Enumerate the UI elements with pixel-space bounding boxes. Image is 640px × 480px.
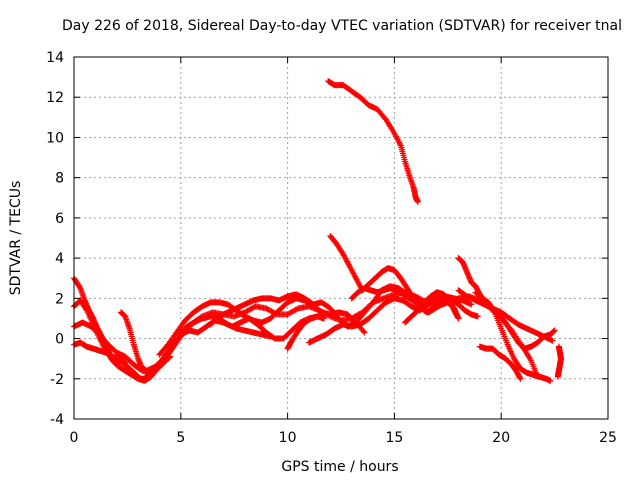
y-tick-label: 2: [55, 291, 64, 307]
x-tick-label: 10: [279, 430, 297, 446]
data-point: [414, 198, 421, 205]
series-arc-18: [476, 343, 524, 382]
y-tick-label: 6: [55, 211, 64, 227]
x-tick-label: 20: [492, 430, 510, 446]
data-point: [361, 329, 368, 336]
data-point: [122, 359, 129, 366]
y-tick-label: -4: [50, 412, 64, 428]
y-tick-label: 10: [46, 130, 64, 146]
data-point: [551, 327, 558, 334]
x-tick-label: 5: [176, 430, 185, 446]
x-tick-label: 15: [385, 430, 403, 446]
series-arc-14: [402, 289, 462, 326]
y-tick-label: 12: [46, 90, 64, 106]
data-point: [360, 328, 367, 335]
series-arc-9: [284, 313, 327, 352]
data-point: [320, 315, 327, 322]
series-arc-17: [472, 289, 554, 384]
y-tick-label: 4: [55, 251, 64, 267]
y-tick-label: -2: [50, 372, 64, 388]
series-arc-4: [71, 339, 129, 366]
chart-title: Day 226 of 2018, Sidereal Day-to-day VTE…: [62, 18, 622, 34]
plot-frame: [73, 56, 609, 420]
series-arc-11: [325, 78, 421, 205]
x-tick-label: 25: [599, 430, 617, 446]
data-point: [490, 308, 497, 315]
data-point: [549, 337, 556, 344]
data-points: [71, 78, 565, 384]
data-point: [517, 375, 524, 382]
data-point: [547, 377, 554, 384]
data-point: [76, 284, 83, 291]
x-axis-label: GPS time / hours: [281, 459, 398, 475]
x-tick-label: 0: [70, 430, 79, 446]
series-arc-19: [554, 343, 565, 380]
series-arc-7: [156, 295, 368, 358]
data-point: [554, 373, 561, 380]
y-tick-label: 8: [55, 171, 64, 187]
y-tick-label: 14: [46, 50, 64, 66]
data-point: [455, 315, 462, 322]
data-point: [468, 301, 475, 308]
y-tick-label: 0: [55, 332, 64, 348]
data-point: [474, 313, 481, 320]
y-axis-label: SDTVAR / TECUs: [8, 181, 24, 296]
data-point: [381, 115, 388, 122]
data-point: [293, 306, 300, 313]
data-point: [83, 306, 90, 313]
axis-ticks: 0 5 10 15 20 25 -4 -2 0 2 4 6 8 10 12 14: [46, 50, 617, 446]
